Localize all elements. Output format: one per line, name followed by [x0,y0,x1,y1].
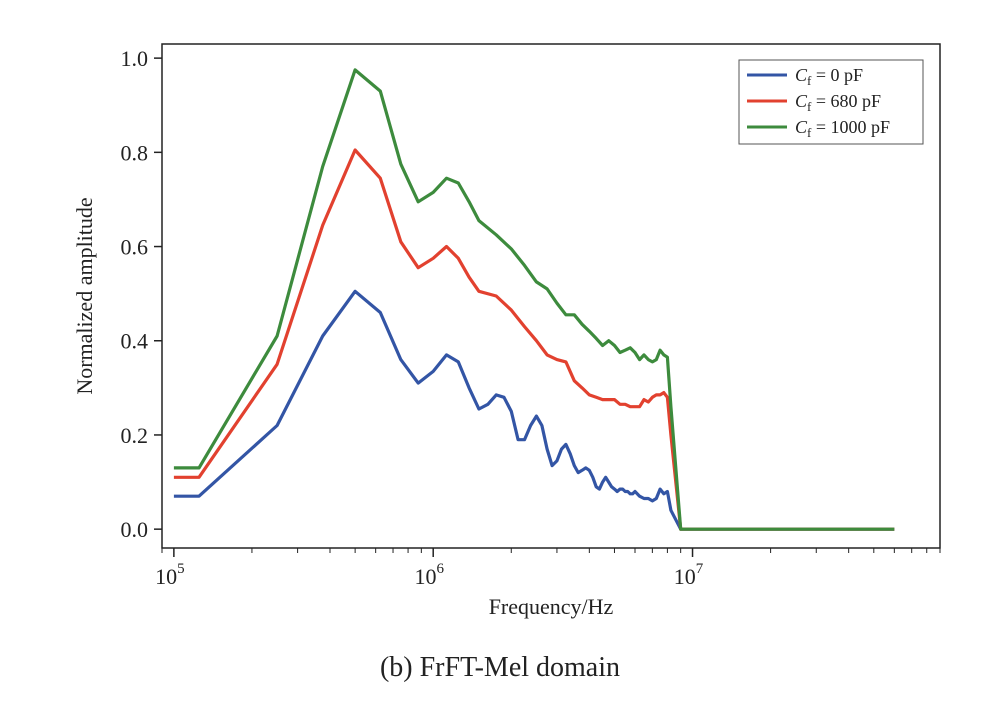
legend: Cf = 0 pF Cf = 680 pF Cf = 1000 pF [738,59,924,145]
y-tick-label: 0.8 [121,140,149,165]
y-tick-label: 0.6 [121,235,149,260]
series-line-2 [173,68,895,531]
y-axis: 0.0 0.2 0.4 0.6 0.8 1.0 [121,46,162,542]
legend-entry: Cf = 0 pF [795,65,863,88]
line-chart: 105 106 107 0.0 0.2 0.4 0.6 0.8 1.0 Frequency/H… [72,43,941,619]
x-tick-label: 105 [155,561,185,589]
legend-entry: Cf = 680 pF [795,91,881,114]
x-tick-label: 107 [674,561,704,589]
x-tick-label: 106 [414,561,444,589]
series-layer [173,68,895,531]
y-tick-label: 1.0 [121,46,149,71]
series-line-0 [173,289,895,531]
figure-caption: (b) FrFT-Mel domain [379,652,621,683]
legend-entry: Cf = 1000 pF [795,117,890,140]
x-axis-label: Frequency/Hz [489,594,614,619]
y-tick-label: 0.4 [121,329,149,354]
plot-frame [161,43,941,549]
y-tick-label: 0.0 [121,517,149,542]
series-line-1 [173,148,895,531]
y-tick-label: 0.2 [121,423,149,448]
x-axis: 105 106 107 [155,548,941,589]
y-axis-label: Normalized amplitude [72,197,97,394]
